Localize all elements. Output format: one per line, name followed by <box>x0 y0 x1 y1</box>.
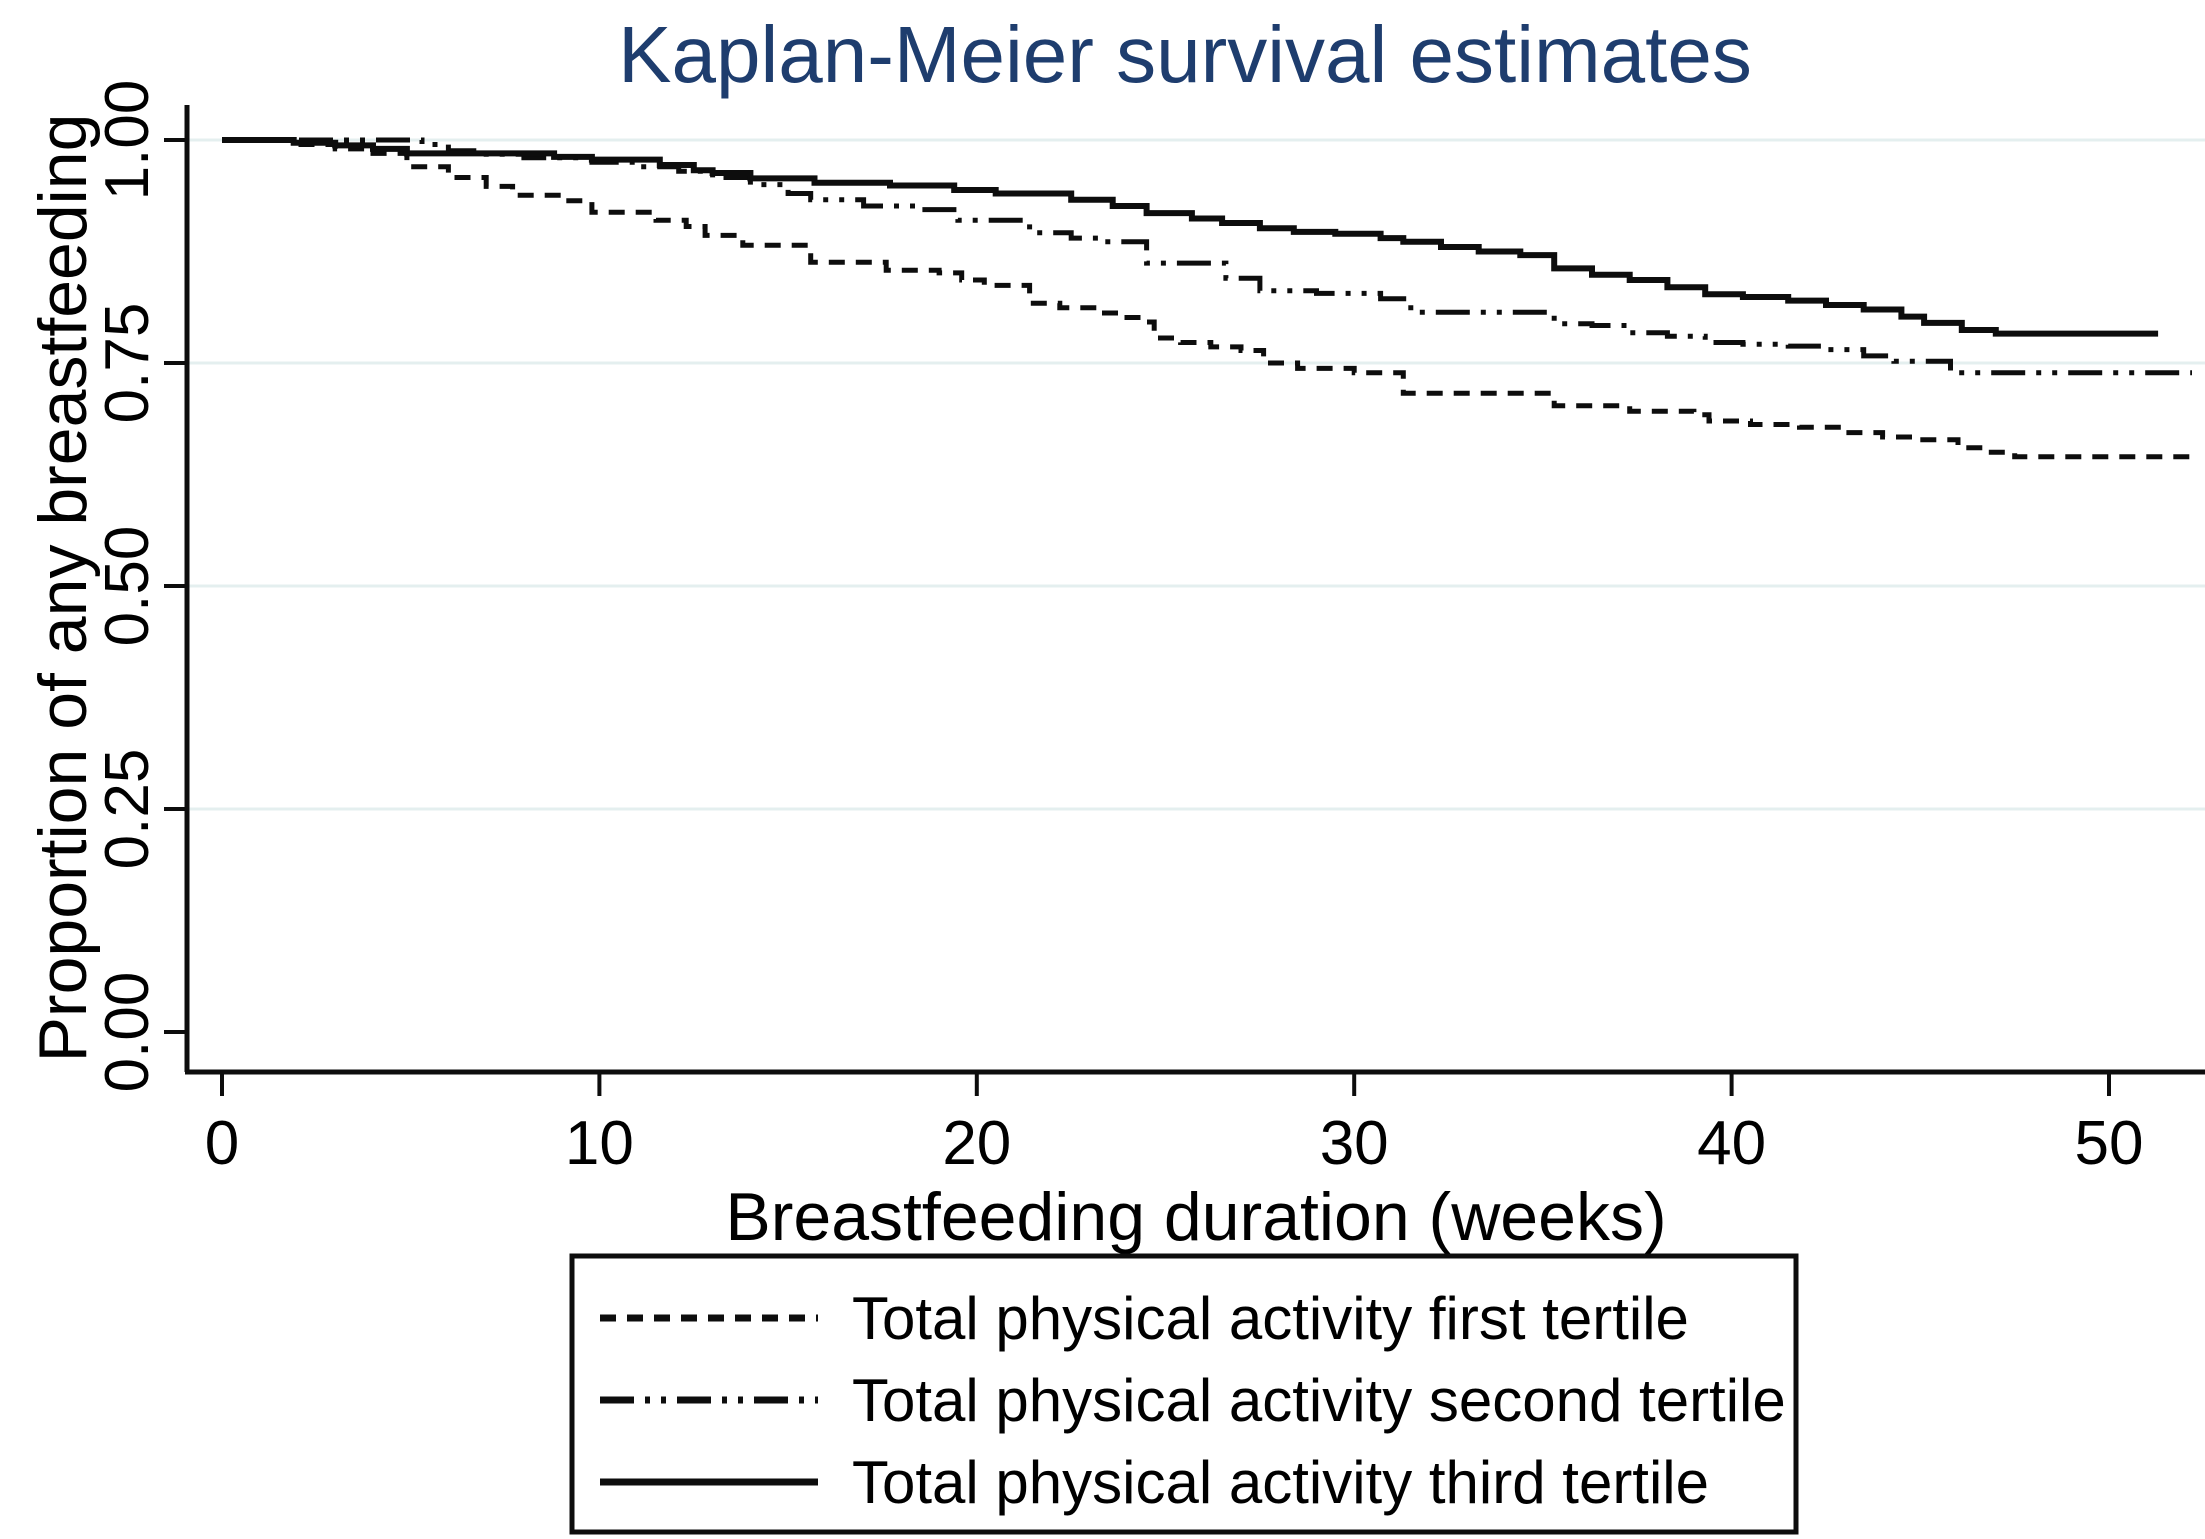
x-axis-ticks: 0 10 20 30 40 50 <box>205 1072 2144 1178</box>
legend-box <box>569 1253 1799 1535</box>
y-axis-ticks: 0.00 0.25 0.50 0.75 1.00 <box>93 80 187 1093</box>
y-tick-label: 0.50 <box>93 526 162 647</box>
x-tick-label: 20 <box>942 1109 1011 1178</box>
x-tick-label: 50 <box>2075 1109 2144 1178</box>
y-axis-title: Proportion of any breastfeeding <box>25 114 101 1063</box>
legend-label-third-tertile: Total physical activity third tertile <box>852 1449 1709 1516</box>
legend-entry-first-tertile: Total physical activity first tertile <box>600 1285 1689 1352</box>
x-axis-title: Breastfeeding duration (weeks) <box>725 1179 1666 1255</box>
series-path-first-tertile <box>222 137 2192 460</box>
y-tick-label: 0.75 <box>93 303 162 424</box>
chart-title: Kaplan-Meier survival estimates <box>618 10 1752 99</box>
series-path-third-tertile <box>222 137 2159 337</box>
y-tick-label: 0.25 <box>93 749 162 870</box>
series-path-second-tertile <box>222 137 2192 376</box>
legend: Total physical activity first tertile To… <box>569 1253 1799 1535</box>
legend-label-second-tertile: Total physical activity second tertile <box>852 1367 1786 1434</box>
x-tick-label: 40 <box>1697 1109 1766 1178</box>
legend-entry-second-tertile: Total physical activity second tertile <box>600 1367 1786 1434</box>
legend-label-first-tertile: Total physical activity first tertile <box>852 1285 1689 1352</box>
x-tick-label: 0 <box>205 1109 239 1178</box>
y-tick-label: 0.00 <box>93 972 162 1093</box>
y-tick-label: 1.00 <box>93 80 162 201</box>
x-tick-label: 30 <box>1320 1109 1389 1178</box>
survival-curves <box>222 137 2192 460</box>
legend-entry-third-tertile: Total physical activity third tertile <box>600 1449 1709 1516</box>
axes <box>184 105 2205 1075</box>
gridlines <box>189 138 2205 811</box>
x-tick-label: 10 <box>565 1109 634 1178</box>
